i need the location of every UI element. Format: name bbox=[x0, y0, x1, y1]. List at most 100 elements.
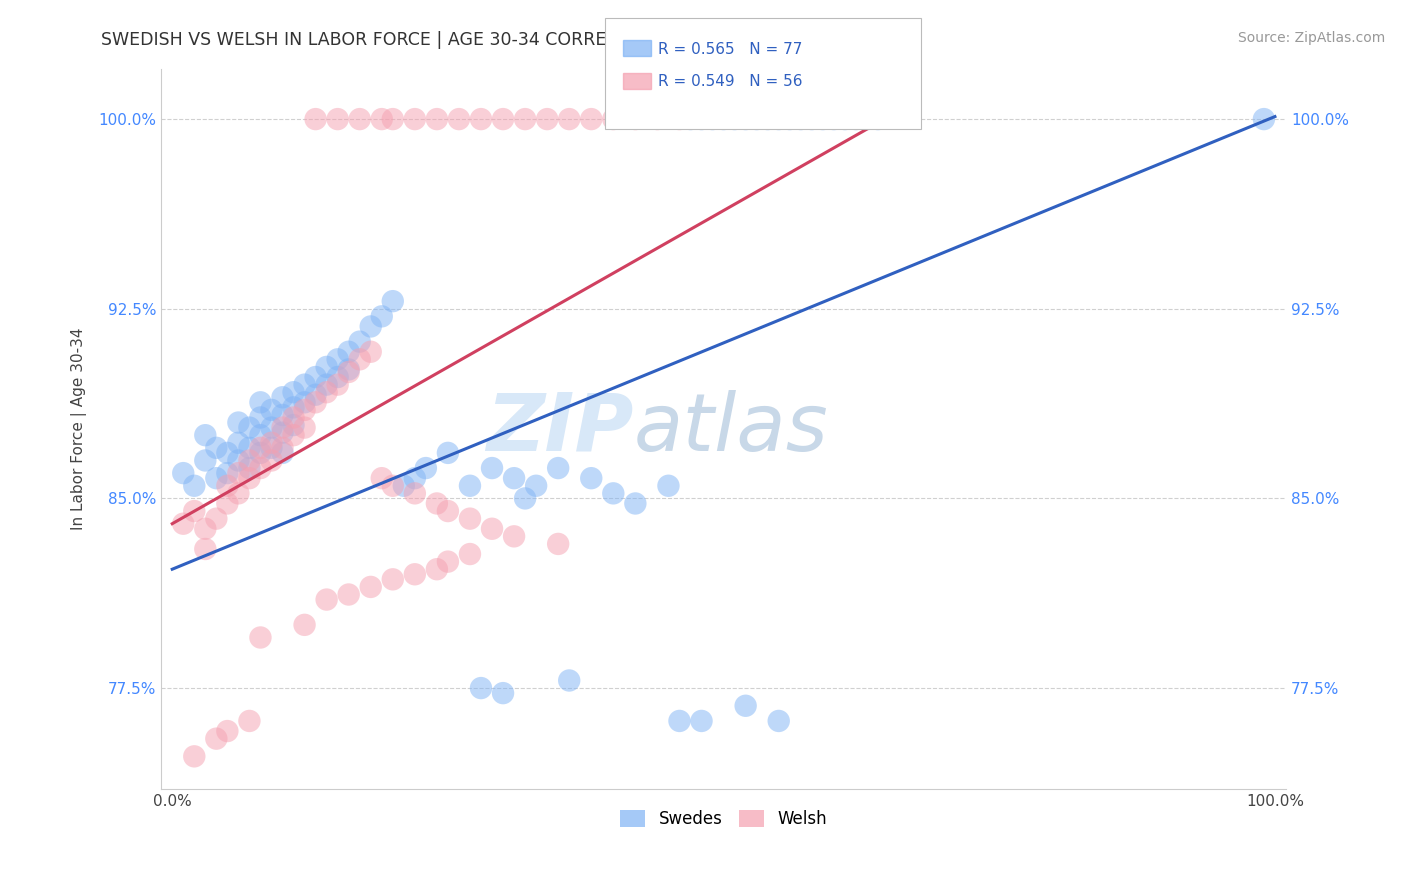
Point bbox=[194, 428, 217, 442]
Point bbox=[624, 496, 647, 510]
Point bbox=[283, 418, 305, 433]
Point bbox=[679, 112, 702, 127]
Point bbox=[271, 425, 294, 440]
Point bbox=[238, 714, 260, 728]
Point bbox=[294, 377, 316, 392]
Point bbox=[513, 112, 536, 127]
Point bbox=[779, 112, 801, 127]
Point bbox=[271, 441, 294, 455]
Point bbox=[845, 112, 868, 127]
Point bbox=[217, 724, 239, 739]
Point bbox=[260, 403, 283, 417]
Point bbox=[768, 112, 790, 127]
Point bbox=[238, 441, 260, 455]
Point bbox=[437, 555, 460, 569]
Point bbox=[217, 466, 239, 480]
Point bbox=[745, 112, 768, 127]
Point bbox=[381, 572, 404, 586]
Point bbox=[238, 471, 260, 485]
Point bbox=[690, 714, 713, 728]
Point bbox=[304, 395, 326, 409]
Point bbox=[228, 466, 250, 480]
Point bbox=[228, 453, 250, 467]
Text: R = 0.565   N = 77: R = 0.565 N = 77 bbox=[658, 42, 803, 57]
Point bbox=[326, 370, 349, 384]
Point bbox=[294, 618, 316, 632]
Point bbox=[723, 112, 745, 127]
Point bbox=[360, 580, 382, 594]
Point bbox=[856, 112, 879, 127]
Point bbox=[249, 461, 271, 475]
Point bbox=[426, 112, 449, 127]
Point bbox=[315, 385, 337, 400]
Point bbox=[1253, 112, 1275, 127]
Point bbox=[349, 112, 371, 127]
Point bbox=[734, 698, 756, 713]
Point bbox=[558, 112, 581, 127]
Point bbox=[392, 479, 415, 493]
Point bbox=[713, 112, 735, 127]
Point bbox=[470, 681, 492, 695]
Point bbox=[349, 334, 371, 349]
Point bbox=[437, 446, 460, 460]
Point bbox=[205, 441, 228, 455]
Point bbox=[657, 479, 679, 493]
Point bbox=[513, 491, 536, 506]
Point bbox=[481, 461, 503, 475]
Point bbox=[294, 403, 316, 417]
Point bbox=[260, 435, 283, 450]
Point bbox=[249, 428, 271, 442]
Point bbox=[602, 112, 624, 127]
Point bbox=[381, 112, 404, 127]
Point bbox=[249, 631, 271, 645]
Point bbox=[371, 112, 394, 127]
Point bbox=[260, 453, 283, 467]
Point bbox=[326, 112, 349, 127]
Text: atlas: atlas bbox=[634, 390, 828, 468]
Point bbox=[690, 112, 713, 127]
Point bbox=[558, 673, 581, 688]
Point bbox=[205, 471, 228, 485]
Point bbox=[271, 420, 294, 434]
Point bbox=[326, 377, 349, 392]
Point bbox=[426, 562, 449, 576]
Point bbox=[249, 410, 271, 425]
Point bbox=[524, 479, 547, 493]
Point bbox=[217, 446, 239, 460]
Point bbox=[183, 504, 205, 518]
Point bbox=[481, 522, 503, 536]
Point bbox=[404, 567, 426, 582]
Point bbox=[811, 112, 834, 127]
Point bbox=[426, 496, 449, 510]
Point bbox=[602, 486, 624, 500]
Point bbox=[304, 112, 326, 127]
Point bbox=[547, 461, 569, 475]
Point bbox=[581, 112, 603, 127]
Point bbox=[194, 522, 217, 536]
Point bbox=[249, 441, 271, 455]
Point bbox=[172, 516, 194, 531]
Point bbox=[183, 749, 205, 764]
Legend: Swedes, Welsh: Swedes, Welsh bbox=[613, 804, 834, 835]
Point bbox=[458, 547, 481, 561]
Point bbox=[315, 377, 337, 392]
Point bbox=[249, 446, 271, 460]
Text: ZIP: ZIP bbox=[486, 390, 634, 468]
Point bbox=[381, 294, 404, 309]
Point bbox=[271, 446, 294, 460]
Point bbox=[194, 541, 217, 556]
Point bbox=[228, 416, 250, 430]
Point bbox=[404, 471, 426, 485]
Point bbox=[217, 479, 239, 493]
Point bbox=[404, 486, 426, 500]
Point bbox=[458, 511, 481, 525]
Point bbox=[294, 420, 316, 434]
Point bbox=[326, 352, 349, 367]
Point bbox=[238, 461, 260, 475]
Text: R = 0.549   N = 56: R = 0.549 N = 56 bbox=[658, 74, 803, 89]
Point bbox=[360, 319, 382, 334]
Point bbox=[283, 410, 305, 425]
Point bbox=[536, 112, 558, 127]
Point bbox=[447, 112, 470, 127]
Point bbox=[260, 420, 283, 434]
